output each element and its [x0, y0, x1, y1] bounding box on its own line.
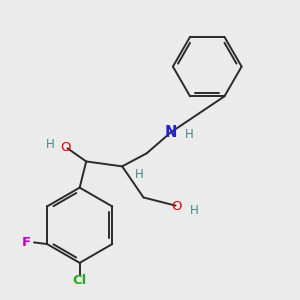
- Text: O: O: [61, 141, 71, 154]
- Text: H: H: [135, 168, 144, 181]
- Text: H: H: [46, 138, 55, 151]
- Text: O: O: [171, 200, 182, 213]
- Text: H: H: [185, 128, 194, 141]
- Text: Cl: Cl: [73, 274, 87, 287]
- Text: F: F: [22, 236, 32, 249]
- Text: N: N: [165, 124, 178, 140]
- Text: H: H: [190, 204, 199, 217]
